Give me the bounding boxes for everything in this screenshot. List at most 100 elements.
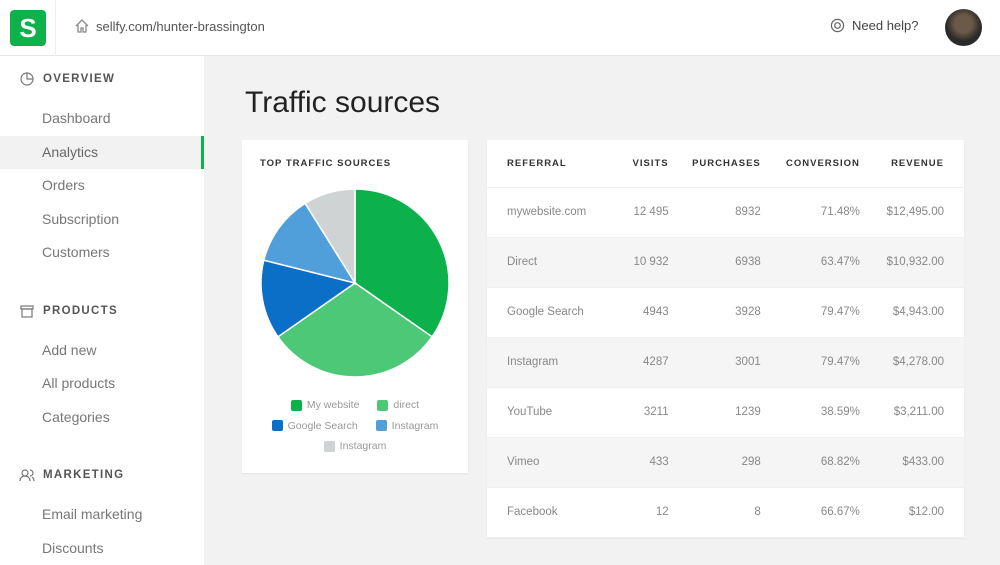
table-cell: $12.00	[859, 487, 964, 538]
table-cell: mywebsite.com	[487, 187, 621, 238]
section-title: OVERVIEW	[43, 73, 116, 85]
legend-item: My website	[290, 399, 360, 412]
table-cell: 3928	[668, 287, 761, 338]
pie-slice-google-search[interactable]	[260, 259, 357, 338]
sidebar-item-orders[interactable]: Orders	[42, 177, 85, 193]
sidebar-item-analytics[interactable]: Analytics	[0, 135, 204, 169]
table-cell: 63.47%	[760, 237, 860, 288]
table-row: Direct 10 932 6938 63.47% $10,932.00	[487, 237, 964, 288]
table-cell: 4943	[620, 287, 669, 338]
legend-swatch	[375, 420, 387, 432]
table-row: YouTube 3211 1239 38.59% $3,211.00	[487, 387, 964, 438]
legend-item: direct	[377, 399, 419, 411]
section-title: MARKETING	[43, 469, 125, 481]
table-cell: Instagram	[487, 337, 621, 388]
table-cell: 10 932	[620, 237, 669, 288]
sidebar-item-add-new[interactable]: Add new	[42, 341, 97, 358]
box-icon	[20, 304, 34, 318]
overview-icon	[20, 72, 34, 86]
table-row: mywebsite.com 12 495 8932 71.48% $12,495.00	[487, 187, 964, 238]
column-header[interactable]: PURCHASES	[668, 140, 761, 188]
legend-label: direct	[393, 399, 420, 412]
table-cell: 79.47%	[760, 287, 860, 338]
help-button[interactable]: Need help?	[830, 18, 919, 33]
section-products: PRODUCTS	[0, 288, 204, 334]
top-bar: S sellfy.com/hunter-brassington Need hel…	[0, 0, 1000, 56]
table-cell: $4,943.00	[859, 287, 964, 338]
column-header[interactable]: REVENUE	[859, 140, 964, 188]
chart-title: TOP TRAFFIC SOURCES	[260, 158, 392, 169]
pie-slice-instagram[interactable]	[304, 188, 356, 286]
column-header[interactable]: CONVERSION	[760, 140, 860, 188]
table-cell: 1239	[668, 387, 761, 438]
legend-item: Google Search	[271, 419, 358, 432]
sidebar-item-email-marketing[interactable]: Email marketing	[42, 506, 143, 522]
table-cell: $433.00	[859, 437, 964, 488]
table-row: Google Search 4943 3928 79.47% $4,943.00	[487, 287, 964, 338]
pie-slice-direct[interactable]	[276, 282, 434, 378]
column-header[interactable]: VISITS	[620, 140, 669, 188]
table-cell: 3001	[668, 337, 761, 388]
table-cell: 66.67%	[760, 487, 860, 538]
sidebar-item-all-products[interactable]: All products	[42, 375, 116, 391]
table-cell: 38.59%	[760, 387, 860, 438]
sidebar-item-categories[interactable]: Categories	[42, 408, 110, 425]
sidebar-item-customers[interactable]: Customers	[42, 244, 110, 260]
chart-legend: My website direct Google Search Instagram In…	[242, 395, 468, 457]
table-row: Instagram 4287 3001 79.47% $4,278.00	[487, 337, 964, 388]
table-cell: 298	[668, 437, 761, 488]
table-cell: Vimeo	[487, 437, 621, 488]
table-row: Vimeo 433 298 68.82% $433.00	[487, 437, 964, 488]
legend-item: Instagram	[375, 419, 439, 432]
table-cell: $3,211.00	[859, 387, 964, 438]
legend-label: My website	[306, 399, 360, 412]
table-cell: 12	[620, 487, 669, 538]
table-cell: YouTube	[487, 387, 621, 438]
referral-table-card: REFERRAL VISITS PURCHASES CONVERSION REVENUE…	[487, 140, 964, 538]
legend-swatch	[377, 399, 389, 411]
table-cell: 71.48%	[760, 187, 860, 238]
pie-chart	[260, 188, 450, 378]
legend-swatch	[323, 440, 335, 452]
store-url-link[interactable]: sellfy.com/hunter-brassington	[74, 18, 265, 34]
page-title: Traffic sources	[245, 86, 441, 119]
table-cell: Google Search	[487, 287, 621, 338]
legend-swatch	[290, 399, 302, 411]
section-overview: OVERVIEW	[0, 56, 204, 102]
column-header[interactable]: REFERRAL	[487, 140, 621, 188]
table-cell: $4,278.00	[859, 337, 964, 388]
table-cell: 79.47%	[760, 337, 860, 388]
section-title: PRODUCTS	[43, 304, 118, 317]
traffic-pie-card: TOP TRAFFIC SOURCES My website direct Goog…	[242, 140, 468, 473]
table-cell: 433	[620, 437, 669, 488]
users-icon	[19, 469, 35, 482]
sidebar: OVERVIEW Dashboard Analytics Orders Subscrip…	[0, 56, 204, 565]
legend-swatch	[271, 420, 283, 432]
table-cell: $12,495.00	[859, 187, 964, 238]
table-cell: $10,932.00	[859, 237, 964, 288]
section-marketing: MARKETING	[0, 452, 204, 498]
sidebar-item-dashboard[interactable]: Dashboard	[42, 110, 111, 126]
sidebar-item-discounts[interactable]: Discounts	[42, 539, 104, 556]
pie-slice-instagram[interactable]	[262, 202, 357, 285]
lifebuoy-icon	[830, 18, 845, 33]
help-label: Need help?	[852, 18, 919, 33]
legend-label: Instagram	[339, 440, 387, 453]
sidebar-item-subscription[interactable]: Subscription	[42, 210, 120, 227]
table-cell: 12 495	[620, 187, 669, 238]
legend-label: Instagram	[391, 419, 439, 432]
table-cell: 68.82%	[760, 437, 860, 488]
sellfy-logo[interactable]: S	[10, 10, 46, 46]
legend-label: Google Search	[287, 419, 358, 432]
table-cell: 8	[668, 487, 761, 538]
home-icon	[75, 19, 89, 33]
legend-item: Instagram	[323, 440, 387, 453]
pie-slice-my-website[interactable]	[354, 188, 450, 338]
table-cell: 3211	[620, 387, 669, 438]
logo-container: S	[0, 0, 56, 56]
table-cell: 8932	[668, 187, 761, 238]
store-url: sellfy.com/hunter-brassington	[96, 18, 265, 34]
referral-table: REFERRAL VISITS PURCHASES CONVERSION REVENUE…	[487, 140, 964, 538]
table-cell: Direct	[487, 237, 621, 288]
user-avatar[interactable]	[945, 9, 982, 46]
